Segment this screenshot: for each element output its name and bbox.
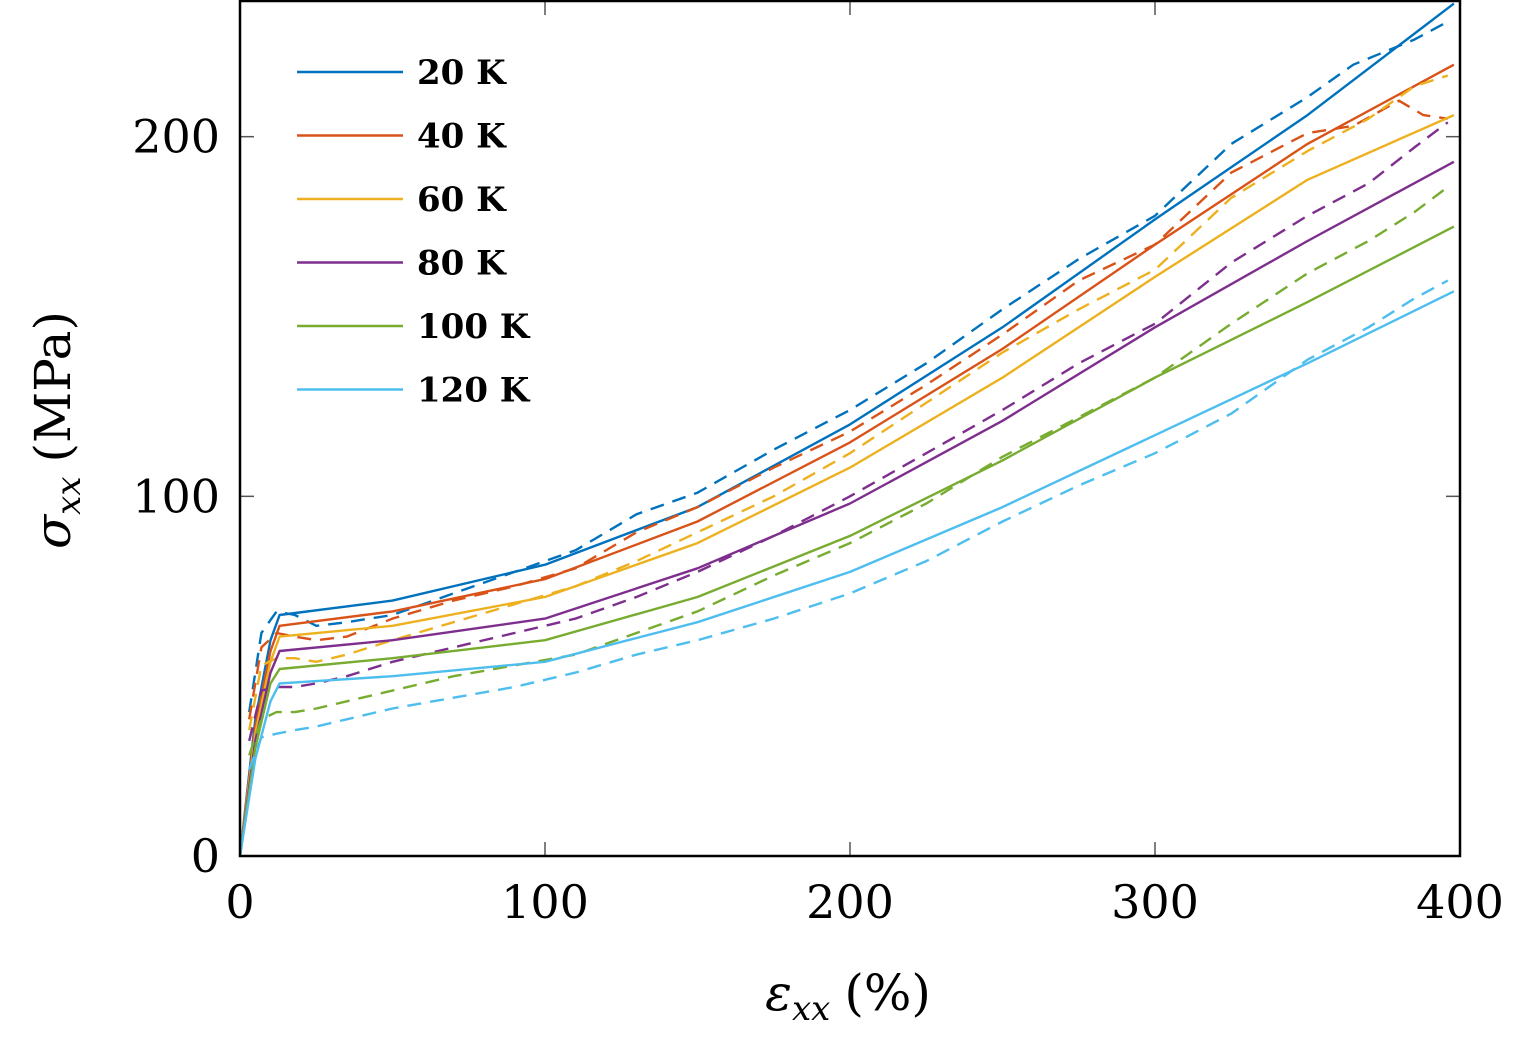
x-tick-label: 0 (225, 875, 254, 929)
series-40k-experiment-line (248, 99, 1448, 720)
plot-frame (238, 0, 1462, 858)
series-120k-model-line (238, 290, 1455, 857)
y-axis-symbol: σ (24, 513, 82, 549)
y-tick-label: 200 (132, 110, 220, 164)
series-80k-model-line (238, 160, 1455, 857)
legend-label-120k: 120 K (417, 371, 531, 411)
x-axis-subscript: xx (792, 989, 830, 1029)
legend-label-80k: 80 K (417, 244, 507, 284)
legend: 20 K 40 K 60 K 80 K 100 K 120 K (297, 53, 531, 411)
series-20k-model-line (238, 2, 1455, 857)
legend-label-100k: 100 K (417, 307, 531, 347)
x-tick-label: 100 (501, 875, 589, 929)
y-axis-title: σxx (MPa) (24, 311, 89, 549)
x-tick-label: 200 (806, 875, 894, 929)
y-axis-subscript: xx (49, 476, 89, 514)
x-tick-label: 400 (1416, 875, 1504, 929)
series-layer (238, 2, 1455, 857)
series-60k-model-line (238, 114, 1455, 857)
series-80k-experiment-line (248, 121, 1449, 742)
x-axis-unit: (%) (844, 964, 931, 1022)
series-120k-experiment-line (248, 279, 1449, 771)
legend-label-40k: 40 K (417, 117, 507, 157)
legend-label-20k: 20 K (417, 53, 507, 93)
y-axis-unit: (MPa) (24, 311, 82, 462)
y-tick-label: 0 (191, 829, 220, 883)
x-tick-label: 300 (1111, 875, 1199, 929)
y-tick-label: 100 (132, 469, 220, 523)
x-axis-title: εxx (%) (765, 964, 931, 1029)
series-100k-model-line (238, 225, 1455, 857)
x-axis-symbol: ε (765, 964, 792, 1022)
series-60k-experiment-line (248, 74, 1449, 731)
legend-label-60k: 60 K (417, 180, 507, 220)
ticks-layer: 0 100 200 300 400 0 100 200 (132, 1, 1504, 929)
series-100k-experiment-line (248, 186, 1449, 756)
